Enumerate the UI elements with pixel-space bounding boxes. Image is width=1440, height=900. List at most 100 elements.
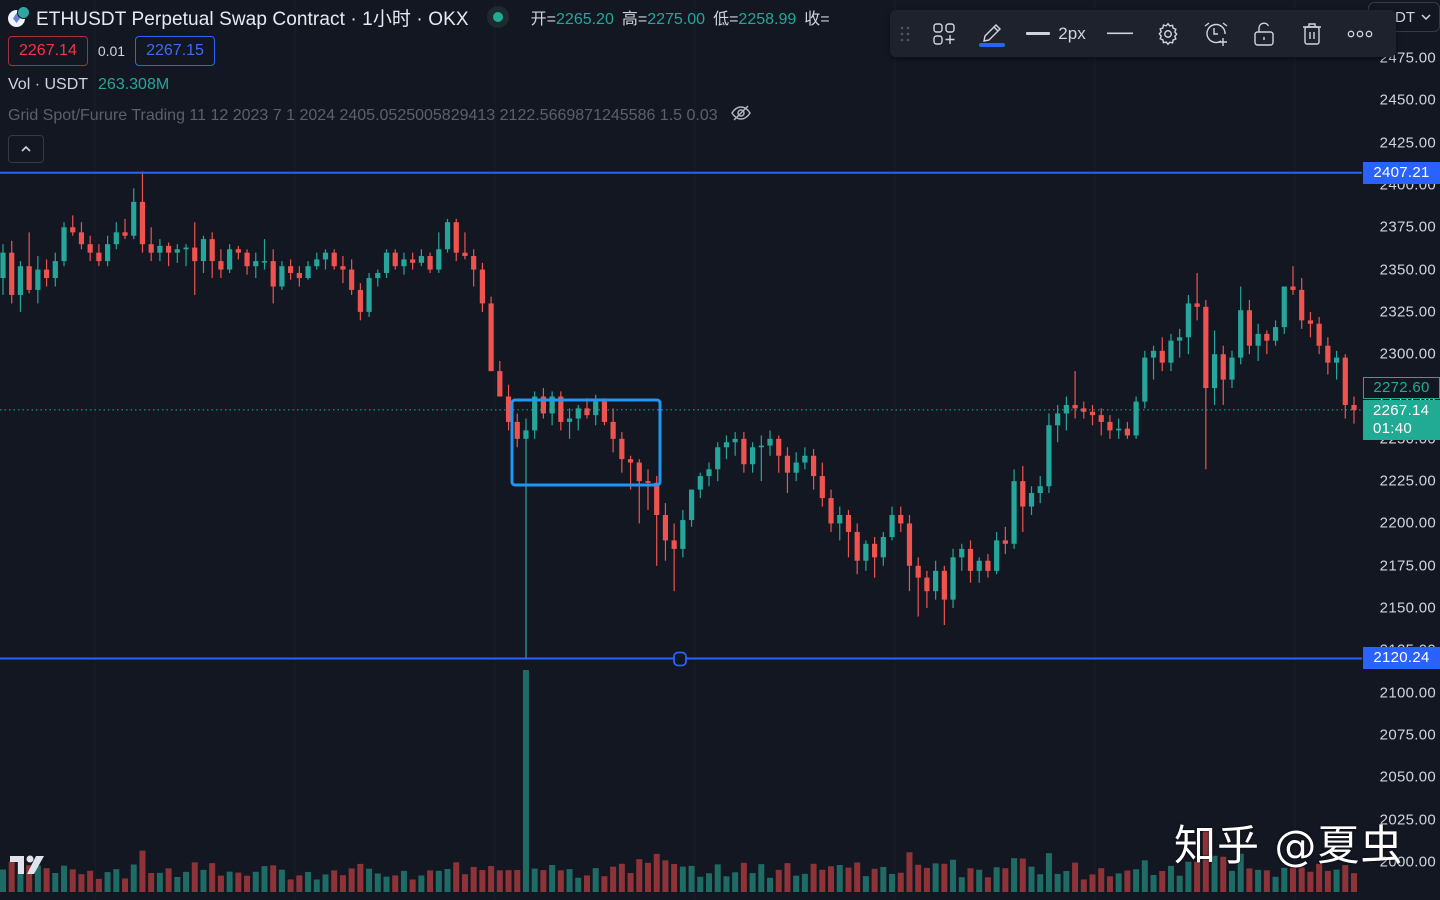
volume-bar	[636, 859, 643, 892]
candle	[1211, 330, 1218, 405]
volume-bar	[810, 863, 817, 892]
close-label: 收=	[804, 11, 830, 28]
pencil-icon[interactable]	[968, 10, 1016, 57]
volume-bar	[191, 862, 198, 892]
candle	[392, 249, 398, 270]
candle	[880, 531, 886, 566]
volume-bar	[313, 879, 320, 892]
add-object-icon[interactable]	[920, 10, 968, 57]
price-axis-label: 2175.00	[1379, 557, 1436, 575]
candle	[78, 222, 85, 250]
volume-bar	[470, 866, 477, 892]
collapse-legend-button[interactable]	[8, 135, 44, 163]
volume-bar	[366, 868, 373, 892]
candle	[1272, 320, 1279, 346]
candle	[1107, 415, 1113, 439]
candle	[35, 256, 41, 304]
candle	[662, 503, 669, 561]
volume-bar	[1228, 870, 1235, 892]
last-price-tag: 2267.14 01:40	[1363, 400, 1440, 440]
volume-bar	[688, 865, 695, 892]
volume-bar	[305, 871, 312, 892]
candle	[1011, 469, 1017, 549]
candle	[697, 472, 703, 499]
candle	[636, 459, 642, 524]
candle	[9, 240, 15, 304]
volume-bar	[244, 875, 251, 892]
drawn-rectangle	[510, 398, 662, 487]
price-axis-label: 2325.00	[1379, 303, 1436, 321]
candle	[811, 448, 817, 490]
volume-bar	[897, 872, 904, 892]
volume-bar	[610, 866, 617, 892]
volume-bar	[148, 873, 155, 892]
drawing-toolbar: 2px	[890, 10, 1396, 57]
symbol-title[interactable]: ETHUSDT Perpetual Swap Contract · 1小时 · …	[36, 8, 469, 30]
gear-icon[interactable]	[1144, 10, 1192, 57]
indicator-legend[interactable]: Grid Spot/Furure Trading 11 12 2023 7 1 …	[8, 104, 830, 127]
market-status-icon[interactable]	[486, 6, 509, 28]
volume-bar	[915, 864, 922, 892]
spread-value: 0.01	[97, 43, 126, 59]
candle	[87, 235, 93, 262]
volume-bar	[889, 874, 896, 892]
volume-bar	[296, 875, 303, 892]
volume-bar	[662, 860, 669, 892]
unlock-icon[interactable]	[1240, 10, 1288, 57]
candle	[471, 249, 477, 287]
volume-bar	[1202, 829, 1209, 892]
volume-bar	[374, 873, 381, 892]
volume-bar	[217, 875, 224, 892]
candle	[688, 489, 695, 527]
candle	[933, 560, 939, 600]
candle	[279, 261, 285, 290]
candle	[706, 462, 712, 487]
candle	[1281, 286, 1287, 334]
candle	[209, 232, 215, 279]
volume-bar	[514, 870, 521, 892]
line-style-icon[interactable]	[1096, 10, 1144, 57]
volume-bar	[69, 869, 76, 892]
candle	[261, 239, 268, 270]
volume-bar	[1342, 865, 1349, 892]
more-icon[interactable]	[1336, 10, 1384, 57]
candle	[1098, 408, 1104, 436]
volume-bar	[1028, 866, 1035, 892]
trash-icon[interactable]	[1288, 10, 1336, 57]
volume-bar	[209, 863, 216, 892]
candle	[1264, 330, 1270, 355]
candle	[183, 244, 189, 267]
candle	[1325, 337, 1331, 375]
candle	[296, 266, 302, 287]
tradingview-logo[interactable]	[10, 854, 52, 881]
price-axis-label: 2300.00	[1379, 345, 1436, 363]
volume-bar	[183, 871, 190, 892]
volume-bar	[583, 875, 590, 892]
drag-handle-icon[interactable]	[890, 10, 920, 57]
volume-bar	[43, 868, 50, 892]
sell-button[interactable]: 2267.14	[8, 36, 88, 66]
volume-legend[interactable]: Vol · USDT 263.308M	[8, 76, 830, 94]
volume-bar	[871, 868, 878, 892]
line-handle	[673, 651, 687, 667]
candle	[244, 249, 250, 275]
candle	[959, 543, 965, 571]
candle	[1028, 486, 1035, 516]
buy-button[interactable]: 2267.15	[135, 36, 215, 66]
price-axis-label: 2050.00	[1379, 768, 1436, 786]
candle	[26, 232, 32, 294]
eye-hidden-icon[interactable]	[730, 104, 752, 127]
open-label: 开=	[530, 11, 557, 28]
volume-bar	[1141, 860, 1148, 892]
volume-bar	[1316, 863, 1323, 892]
candle	[941, 565, 947, 626]
volume-bar	[235, 872, 242, 892]
price-axis-label: 2025.00	[1379, 811, 1436, 829]
candle	[357, 283, 363, 321]
line-width-button[interactable]: 2px	[1016, 10, 1096, 57]
volume-bar	[174, 876, 181, 892]
candle	[383, 249, 390, 279]
alarm-add-icon[interactable]	[1192, 10, 1240, 57]
candle	[1246, 300, 1253, 355]
